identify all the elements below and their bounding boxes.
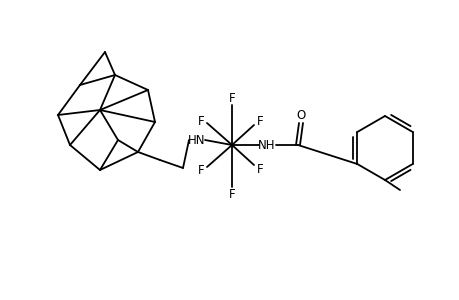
Text: F: F <box>256 163 263 176</box>
Text: F: F <box>256 115 263 128</box>
Text: F: F <box>197 115 204 128</box>
Text: F: F <box>197 164 204 176</box>
Text: NH: NH <box>257 139 275 152</box>
Text: F: F <box>228 92 235 104</box>
Text: F: F <box>228 188 235 200</box>
Text: HN: HN <box>188 134 205 146</box>
Text: O: O <box>296 109 305 122</box>
